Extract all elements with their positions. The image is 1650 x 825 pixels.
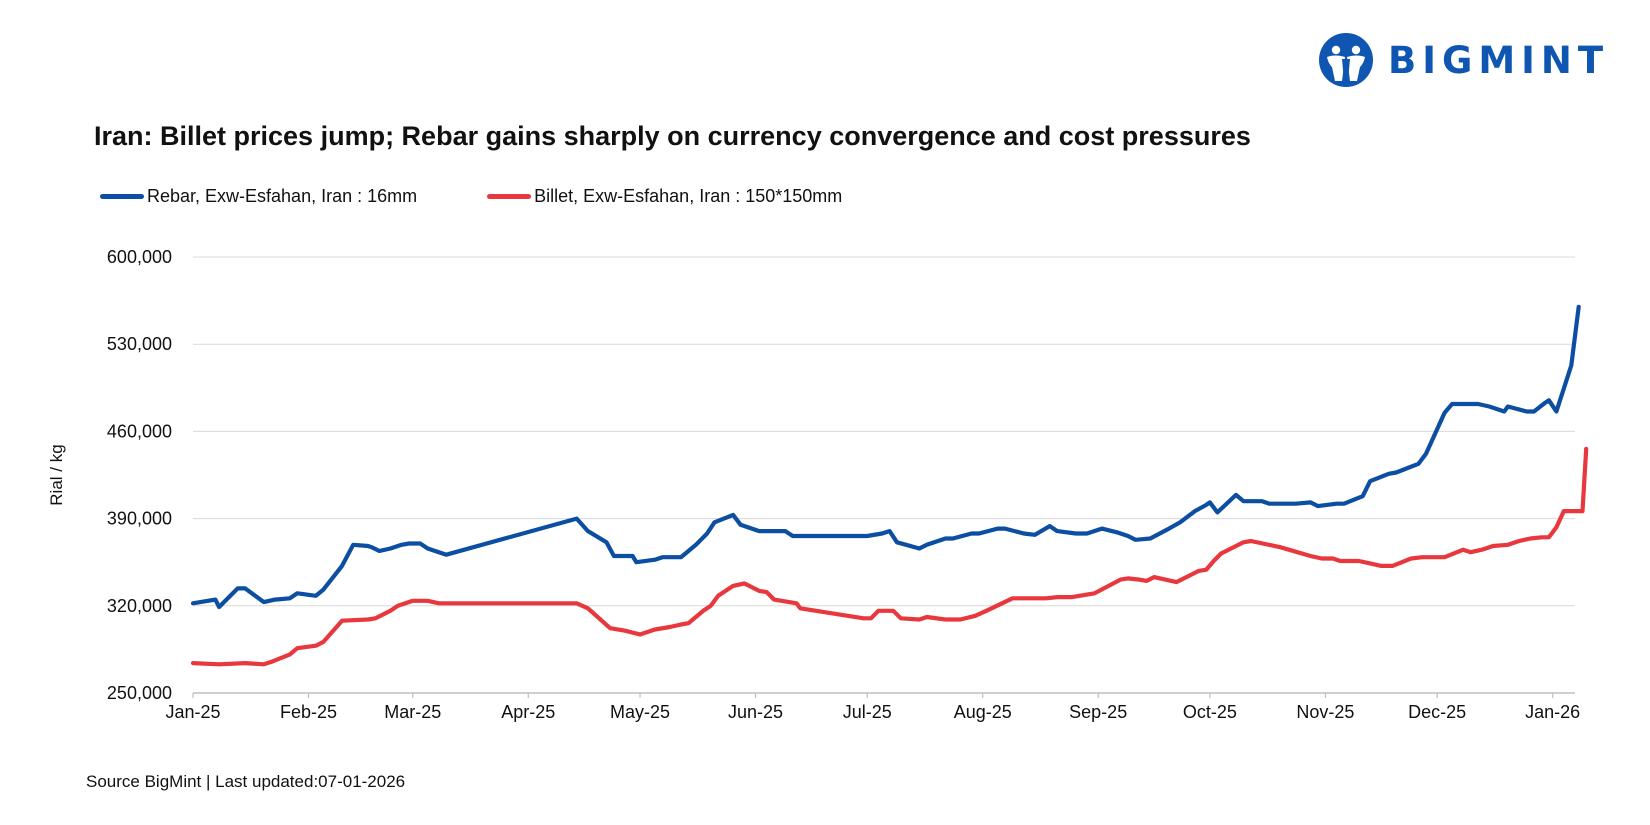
x-tick-label: Jun-25: [728, 702, 783, 722]
series-lines: [190, 304, 1589, 667]
x-tick-label: Jan-25: [165, 702, 220, 722]
x-tick-label: Dec-25: [1408, 702, 1466, 722]
legend-item-billet: Billet, Exw-Esfahan, Iran : 150*150mm: [487, 186, 842, 207]
legend-label-billet: Billet, Exw-Esfahan, Iran : 150*150mm: [534, 186, 843, 206]
x-tick-label: Sep-25: [1069, 702, 1127, 722]
legend-swatch-billet: [487, 194, 532, 199]
y-tick-label: 390,000: [107, 509, 172, 529]
x-tick-label: Aug-25: [954, 702, 1012, 722]
bigmint-logo-icon: [1319, 33, 1373, 87]
y-tick-label: 250,000: [107, 683, 172, 703]
gridlines: [193, 256, 1575, 607]
y-axis-title: Rial / kg: [47, 444, 66, 505]
y-tick-label: 460,000: [107, 421, 172, 441]
x-tick-label: Mar-25: [384, 702, 441, 722]
x-tick-label: Feb-25: [280, 702, 337, 722]
bigmint-logo-wordmark: BIGMINT: [1388, 38, 1610, 82]
y-axis-ticks: 600,000 530,000 460,000 390,000 320,000 250,0…: [107, 247, 172, 703]
source-note: Source BigMint | Last updated:07-01-2026: [86, 772, 406, 791]
x-tick-label: Apr-25: [501, 702, 555, 722]
y-tick-label: 320,000: [107, 596, 172, 616]
y-tick-label: 600,000: [107, 247, 172, 267]
billet-series-line: [190, 446, 1589, 667]
bigmint-logo: BIGMINT: [1318, 32, 1609, 88]
x-axis-ticks: Jan-25 Feb-25 Mar-25 Apr-25 May-25 Jun-25 Jul-…: [165, 693, 1580, 722]
x-tick-label: Nov-25: [1296, 702, 1354, 722]
legend-item-rebar: Rebar, Exw-Esfahan, Iran : 16mm: [100, 186, 417, 207]
rebar-series-line: [190, 304, 1581, 610]
x-tick-label: Oct-25: [1183, 702, 1237, 722]
x-tick-label: Jan-26: [1525, 702, 1580, 722]
y-tick-label: 530,000: [107, 334, 172, 354]
legend-label-rebar: Rebar, Exw-Esfahan, Iran : 16mm: [147, 186, 418, 206]
chart-title: Iran: Billet prices jump; Rebar gains sh…: [94, 121, 1251, 151]
chart-legend: Rebar, Exw-Esfahan, Iran : 16mm Billet, …: [100, 186, 842, 207]
legend-swatch-rebar: [100, 194, 144, 199]
x-tick-label: Jul-25: [843, 702, 892, 722]
x-tick-label: May-25: [610, 702, 670, 722]
